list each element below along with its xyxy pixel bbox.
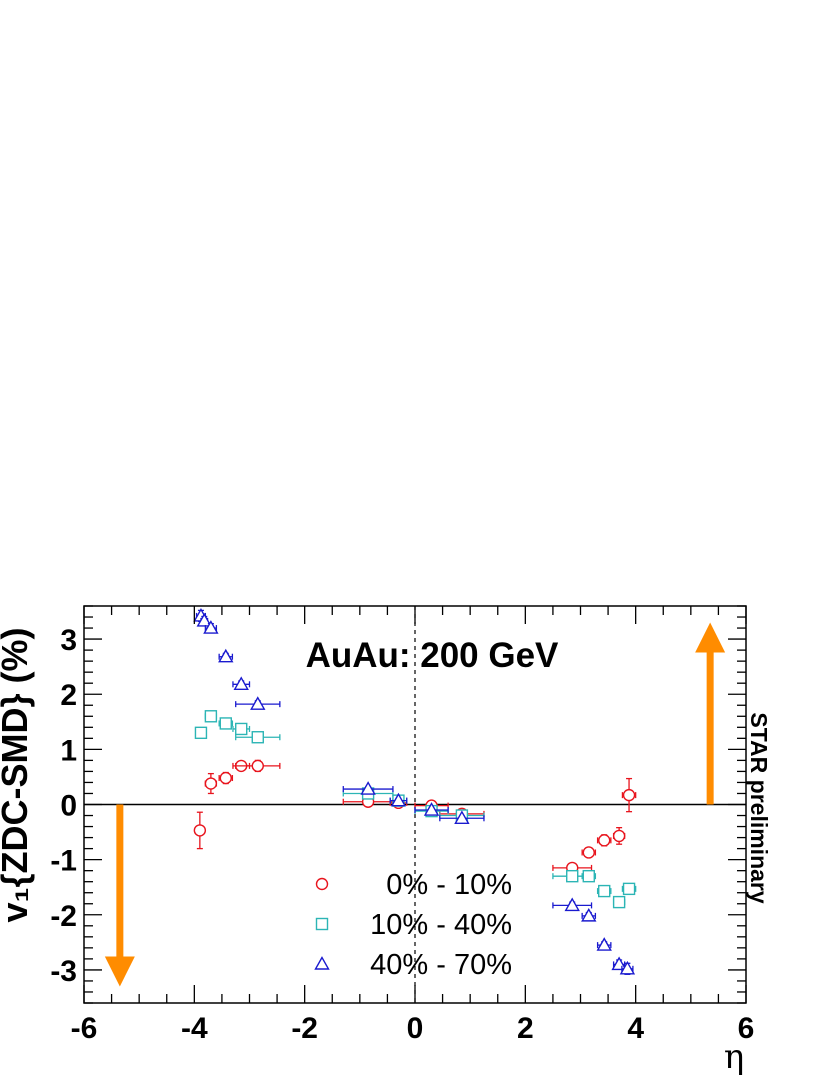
x-tick-label: 0	[407, 1012, 424, 1045]
x-tick-label: 6	[738, 1012, 755, 1045]
x-tick-label: -2	[291, 1012, 318, 1045]
x-tick-label: 2	[517, 1012, 534, 1045]
y-tick-label: 3	[60, 624, 77, 657]
data-point	[581, 869, 597, 883]
legend-item: 10% - 40%	[315, 909, 512, 941]
star-preliminary-label: STAR preliminary	[746, 712, 772, 903]
x-tick-label: -4	[181, 1012, 208, 1045]
legend-label: 10% - 40%	[370, 909, 512, 941]
data-point	[196, 612, 212, 627]
data-point	[389, 792, 408, 807]
data-point	[232, 676, 251, 690]
legend: 0% - 10% 10% - 40% 40% - 70%	[314, 869, 512, 981]
data-point	[596, 937, 612, 951]
data-series	[193, 608, 637, 975]
axis-ticks	[83, 605, 747, 1004]
data-point	[596, 884, 612, 898]
y-tick-label: 2	[60, 679, 77, 712]
x-tick-label: 4	[627, 1012, 644, 1045]
legend-item: 40% - 70%	[314, 949, 512, 981]
y-tick-label: 1	[60, 734, 77, 767]
data-point	[621, 777, 637, 813]
legend-label: 0% - 10%	[386, 869, 512, 901]
y-axis-label: v₁{ZDC-SMD} (%)	[0, 628, 35, 923]
data-point	[203, 620, 219, 634]
y-tick-label: -2	[50, 900, 77, 933]
data-point	[204, 772, 218, 795]
axis-tick-labels: -6 -4 -2 0 2 4 6 -3 -2 -1 0 1 2 3	[50, 624, 754, 1045]
data-point	[204, 710, 218, 723]
arrow-down	[104, 804, 135, 987]
annotation-text: AuAu: 200 GeV	[306, 636, 559, 675]
y-tick-label: -3	[50, 955, 77, 988]
data-point	[235, 759, 281, 773]
series-triangle	[193, 608, 636, 975]
y-tick-label: 0	[60, 790, 77, 823]
data-point	[619, 960, 636, 975]
data-point	[581, 846, 597, 859]
data-point	[581, 907, 597, 922]
data-point	[612, 827, 626, 845]
x-tick-label: -6	[71, 1012, 98, 1045]
data-point	[342, 781, 394, 795]
legend-item: 0% - 10%	[315, 869, 512, 901]
data-point	[232, 722, 251, 736]
data-point	[218, 648, 234, 663]
data-point	[612, 895, 626, 909]
data-point	[235, 696, 281, 710]
data-point	[621, 882, 637, 896]
data-point	[218, 717, 234, 730]
data-point	[596, 834, 612, 847]
data-point	[439, 810, 485, 824]
x-axis-label: η	[724, 1037, 744, 1075]
legend-label: 40% - 70%	[370, 949, 512, 981]
y-tick-label: -1	[50, 845, 77, 878]
data-point	[218, 771, 234, 785]
arrow-up	[695, 622, 726, 805]
data-point	[235, 731, 281, 744]
data-point	[193, 811, 207, 850]
data-point	[552, 897, 593, 912]
orange-arrows	[104, 622, 726, 987]
data-point	[414, 802, 449, 816]
data-point	[194, 726, 208, 740]
